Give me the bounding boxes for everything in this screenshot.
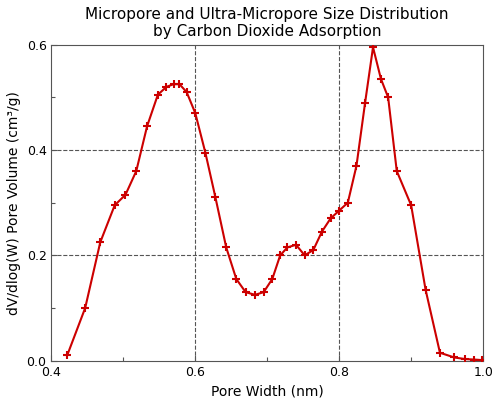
X-axis label: Pore Width (nm): Pore Width (nm): [211, 384, 324, 398]
Y-axis label: dV/dlog(W) Pore Volume (cm³/g): dV/dlog(W) Pore Volume (cm³/g): [7, 91, 21, 315]
Title: Micropore and Ultra-Micropore Size Distribution
by Carbon Dioxide Adsorption: Micropore and Ultra-Micropore Size Distr…: [86, 7, 449, 39]
